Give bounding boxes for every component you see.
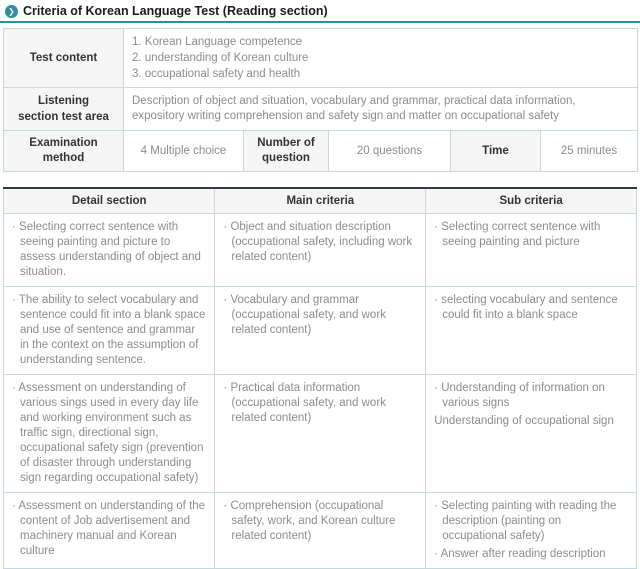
sub-item: · Selecting painting with reading the de… <box>434 500 617 542</box>
criteria-row: · Assessment on understanding of various… <box>2 374 637 493</box>
detail-item: · Assessment on understanding of various… <box>12 382 204 484</box>
listening-area-label-line: Listening <box>37 95 90 107</box>
test-content-value: 1. Korean Language competence 2. underst… <box>122 28 639 88</box>
criteria-table: Detail section Main criteria Sub criteri… <box>2 187 637 569</box>
examination-method-label: Examination method <box>3 130 124 172</box>
page-title: Criteria of Korean Language Test (Readin… <box>23 4 328 18</box>
test-content-line: 2. understanding of Korean culture <box>132 52 309 64</box>
detail-item: · The ability to select vocabulary and s… <box>12 294 206 366</box>
sub-item: Understanding of occupational sign <box>434 415 614 427</box>
sub-cell: · selecting vocabulary and sentence coul… <box>425 286 637 375</box>
detail-section-header: Detail section <box>2 187 216 214</box>
number-of-question-label: Number of question <box>243 130 329 172</box>
examination-method-row: Examination method 4 Multiple choice Num… <box>3 130 639 172</box>
criteria-row: · Selecting correct sentence with seeing… <box>2 213 637 287</box>
main-item: · Vocabulary and grammar (occupational s… <box>223 294 386 336</box>
criteria-row: · Assessment on understanding of the con… <box>2 492 637 569</box>
test-content-label: Test content <box>3 28 124 88</box>
listening-area-row: Listening section test area Description … <box>3 87 639 131</box>
sub-item: · selecting vocabulary and sentence coul… <box>434 294 618 321</box>
main-cell: · Object and situation description (occu… <box>214 213 427 287</box>
criteria-row: · The ability to select vocabulary and s… <box>2 286 637 375</box>
detail-item: · Assessment on understanding of the con… <box>12 500 206 557</box>
sub-item: · Understanding of information on variou… <box>434 382 605 409</box>
sub-cell: · Selecting painting with reading the de… <box>425 492 637 569</box>
main-item: · Comprehension (occupational safety, wo… <box>223 500 396 542</box>
listening-area-label-line: section test area <box>18 111 109 123</box>
arrow-bullet-icon: ❯ <box>5 4 18 18</box>
main-criteria-header: Main criteria <box>214 187 427 214</box>
sub-item: · Selecting correct sentence with seeing… <box>434 221 601 248</box>
detail-cell: · Selecting correct sentence with seeing… <box>2 213 216 287</box>
listening-area-label: Listening section test area <box>3 87 124 131</box>
main-item: · Object and situation description (occu… <box>223 221 413 263</box>
number-of-question-value: 20 questions <box>328 130 451 172</box>
detail-cell: · Assessment on understanding of various… <box>2 374 216 493</box>
main-cell: · Vocabulary and grammar (occupational s… <box>214 286 427 375</box>
test-content-line: 1. Korean Language competence <box>132 36 303 48</box>
test-content-line: 3. occupational safety and health <box>132 68 301 80</box>
detail-item: · Selecting correct sentence with seeing… <box>12 221 201 278</box>
examination-method-value: 4 Multiple choice <box>123 130 244 172</box>
detail-cell: · The ability to select vocabulary and s… <box>2 286 216 375</box>
listening-area-value: Description of object and situation, voc… <box>122 87 639 131</box>
main-cell: · Comprehension (occupational safety, wo… <box>214 492 427 569</box>
criteria-header-row: Detail section Main criteria Sub criteri… <box>2 187 637 214</box>
sub-item: · Answer after reading description <box>434 548 606 560</box>
test-content-row: Test content 1. Korean Language competen… <box>3 28 639 88</box>
page-title-bar: ❯ Criteria of Korean Language Test (Read… <box>0 0 640 23</box>
sub-cell: · Selecting correct sentence with seeing… <box>425 213 637 287</box>
time-label: Time <box>450 130 541 172</box>
time-value: 25 minutes <box>539 130 639 172</box>
sub-cell: · Understanding of information on variou… <box>425 374 637 493</box>
sub-criteria-header: Sub criteria <box>425 187 637 214</box>
test-info-table: Test content 1. Korean Language competen… <box>3 28 639 172</box>
main-item: · Practical data information (occupation… <box>223 382 386 424</box>
main-cell: · Practical data information (occupation… <box>214 374 427 493</box>
detail-cell: · Assessment on understanding of the con… <box>2 492 216 569</box>
